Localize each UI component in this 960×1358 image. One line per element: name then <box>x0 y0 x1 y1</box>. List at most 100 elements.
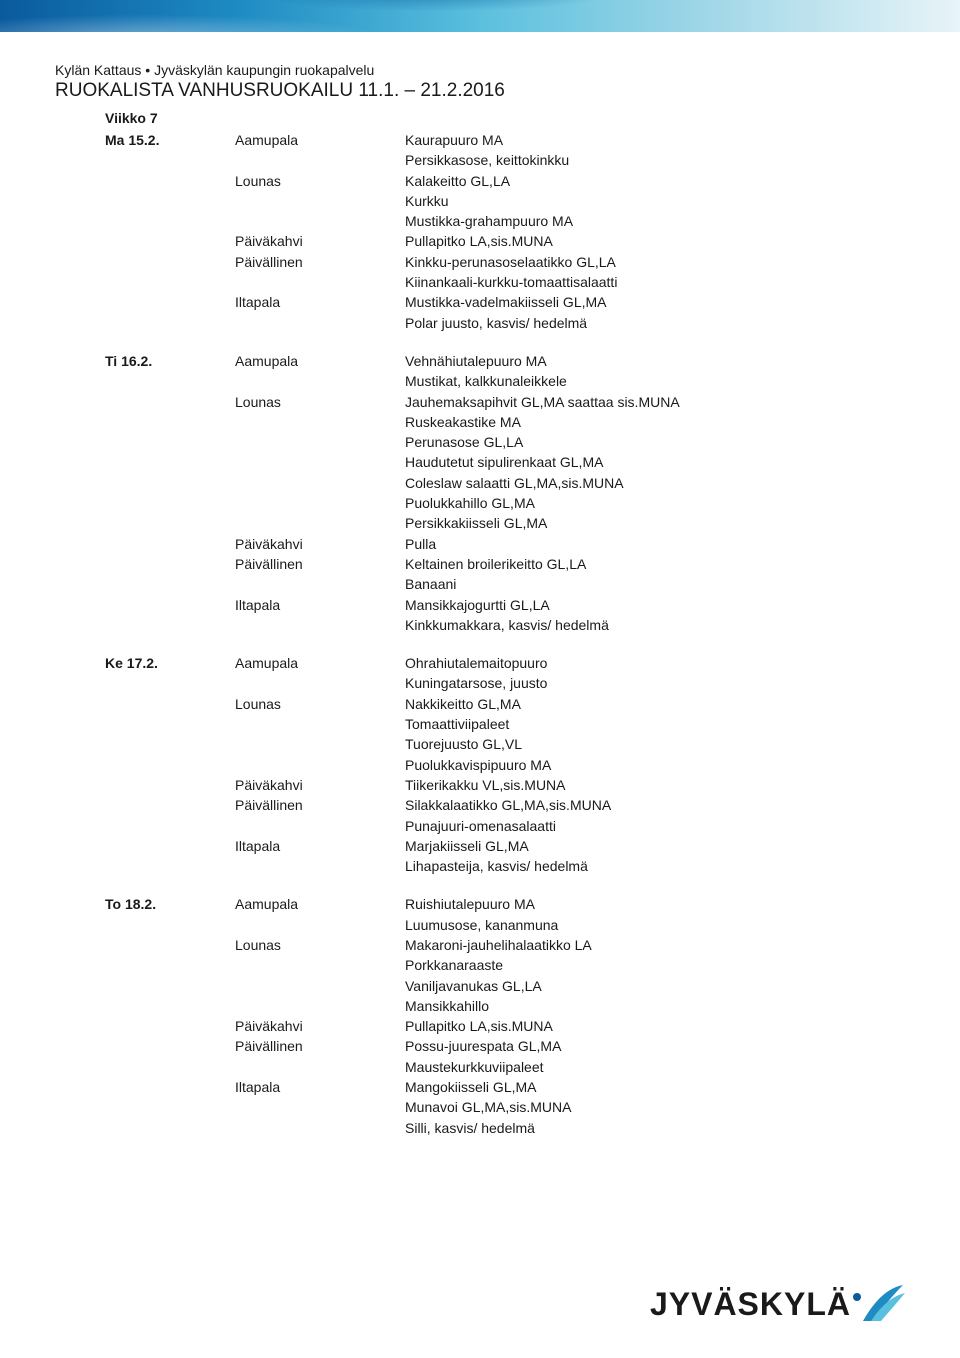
menu-row: Punajuuri-omenasalaatti <box>105 816 905 836</box>
menu-row: PäivällinenPossu-juurespata GL,MA <box>105 1036 905 1056</box>
menu-row: Persikkasose, keittokinkku <box>105 150 905 170</box>
meal-label-cell: Lounas <box>235 392 405 412</box>
item-cell: Mangokiisseli GL,MA <box>405 1077 905 1097</box>
day-cell <box>105 191 235 211</box>
day-cell <box>105 231 235 251</box>
meal-label-cell <box>235 755 405 775</box>
item-cell: Pullapitko LA,sis.MUNA <box>405 1016 905 1036</box>
day-cell <box>105 1057 235 1077</box>
day-block: Ti 16.2.AamupalaVehnähiutalepuuro MAMust… <box>105 351 905 635</box>
meal-label-cell <box>235 615 405 635</box>
meal-label-cell <box>235 412 405 432</box>
menu-row: Vaniljavanukas GL,LA <box>105 976 905 996</box>
item-cell: Kurkku <box>405 191 905 211</box>
menu-row: Ti 16.2.AamupalaVehnähiutalepuuro MA <box>105 351 905 371</box>
day-block: Ma 15.2.AamupalaKaurapuuro MAPersikkasos… <box>105 130 905 333</box>
logo-text: JYVÄSKYLÄ <box>650 1286 851 1323</box>
meal-label-cell: Päiväkahvi <box>235 1016 405 1036</box>
day-cell <box>105 755 235 775</box>
menu-row: PäiväkahviTiikerikakku VL,sis.MUNA <box>105 775 905 795</box>
menu-row: PäivällinenSilakkalaatikko GL,MA,sis.MUN… <box>105 795 905 815</box>
item-cell: Persikkakiisseli GL,MA <box>405 513 905 533</box>
day-cell <box>105 211 235 231</box>
meal-label-cell <box>235 1118 405 1138</box>
menu-row: IltapalaMustikka-vadelmakiisseli GL,MA <box>105 292 905 312</box>
meal-label-cell <box>235 996 405 1016</box>
day-cell <box>105 615 235 635</box>
logo-dot-icon <box>853 1293 861 1301</box>
day-cell <box>105 392 235 412</box>
item-cell: Mansikkajogurtti GL,LA <box>405 595 905 615</box>
item-cell: Mansikkahillo <box>405 996 905 1016</box>
menu-row: Mansikkahillo <box>105 996 905 1016</box>
logo: JYVÄSKYLÄ <box>650 1279 905 1323</box>
menu-row: PäivällinenKeltainen broilerikeitto GL,L… <box>105 554 905 574</box>
meal-label-cell: Lounas <box>235 935 405 955</box>
day-cell <box>105 1036 235 1056</box>
day-cell <box>105 412 235 432</box>
item-cell: Makaroni-jauhelihalaatikko LA <box>405 935 905 955</box>
menu-row: Kinkkumakkara, kasvis/ hedelmä <box>105 615 905 635</box>
menu-row: Haudutetut sipulirenkaat GL,MA <box>105 452 905 472</box>
item-cell: Munavoi GL,MA,sis.MUNA <box>405 1097 905 1117</box>
item-cell: Ohrahiutalemaitopuuro <box>405 653 905 673</box>
menu-row: Ruskeakastike MA <box>105 412 905 432</box>
meal-label-cell: Iltapala <box>235 1077 405 1097</box>
day-cell <box>105 272 235 292</box>
item-cell: Kaurapuuro MA <box>405 130 905 150</box>
day-cell <box>105 1077 235 1097</box>
day-block: To 18.2.AamupalaRuishiutalepuuro MALuumu… <box>105 894 905 1138</box>
menu-row: Banaani <box>105 574 905 594</box>
menu-row: Perunasose GL,LA <box>105 432 905 452</box>
day-cell <box>105 473 235 493</box>
day-cell <box>105 493 235 513</box>
item-cell: Vaniljavanukas GL,LA <box>405 976 905 996</box>
menu-row: Coleslaw salaatti GL,MA,sis.MUNA <box>105 473 905 493</box>
item-cell: Kiinankaali-kurkku-tomaattisalaatti <box>405 272 905 292</box>
meal-label-cell <box>235 211 405 231</box>
menu-row: Puolukkavispipuuro MA <box>105 755 905 775</box>
day-cell <box>105 856 235 876</box>
day-cell <box>105 795 235 815</box>
meal-label-cell <box>235 714 405 734</box>
menu-row: PäiväkahviPullapitko LA,sis.MUNA <box>105 1016 905 1036</box>
item-cell: Kinkku-perunasoselaatikko GL,LA <box>405 252 905 272</box>
item-cell: Tiikerikakku VL,sis.MUNA <box>405 775 905 795</box>
meal-label-cell: Päiväkahvi <box>235 231 405 251</box>
week-label: Viikko 7 <box>105 110 905 126</box>
menu-row: Kurkku <box>105 191 905 211</box>
menu-row: Polar juusto, kasvis/ hedelmä <box>105 313 905 333</box>
item-cell: Lihapasteija, kasvis/ hedelmä <box>405 856 905 876</box>
item-cell: Banaani <box>405 574 905 594</box>
meal-label-cell: Aamupala <box>235 653 405 673</box>
menu-row: IltapalaMarjakiisseli GL,MA <box>105 836 905 856</box>
meal-label-cell: Aamupala <box>235 894 405 914</box>
meal-label-cell: Päivällinen <box>235 554 405 574</box>
item-cell: Kinkkumakkara, kasvis/ hedelmä <box>405 615 905 635</box>
day-cell: Ma 15.2. <box>105 130 235 150</box>
menu-row: Silli, kasvis/ hedelmä <box>105 1118 905 1138</box>
menu-row: LounasNakkikeitto GL,MA <box>105 694 905 714</box>
item-cell: Pulla <box>405 534 905 554</box>
meal-label-cell: Aamupala <box>235 130 405 150</box>
meal-label-cell <box>235 452 405 472</box>
org-line: Kylän Kattaus • Jyväskylän kaupungin ruo… <box>55 62 905 78</box>
day-cell <box>105 150 235 170</box>
meal-label-cell: Päivällinen <box>235 795 405 815</box>
menu-row: Persikkakiisseli GL,MA <box>105 513 905 533</box>
item-cell: Puolukkahillo GL,MA <box>405 493 905 513</box>
day-cell <box>105 836 235 856</box>
item-cell: Perunasose GL,LA <box>405 432 905 452</box>
menu-row: Munavoi GL,MA,sis.MUNA <box>105 1097 905 1117</box>
meal-label-cell: Aamupala <box>235 351 405 371</box>
day-cell <box>105 714 235 734</box>
item-cell: Ruskeakastike MA <box>405 412 905 432</box>
meal-label-cell: Iltapala <box>235 836 405 856</box>
menu-row: Lihapasteija, kasvis/ hedelmä <box>105 856 905 876</box>
meal-label-cell <box>235 313 405 333</box>
day-cell <box>105 915 235 935</box>
menu-row: Luumusose, kananmuna <box>105 915 905 935</box>
day-cell: Ti 16.2. <box>105 351 235 371</box>
item-cell: Mustikat, kalkkunaleikkele <box>405 371 905 391</box>
menu-row: Tomaattiviipaleet <box>105 714 905 734</box>
